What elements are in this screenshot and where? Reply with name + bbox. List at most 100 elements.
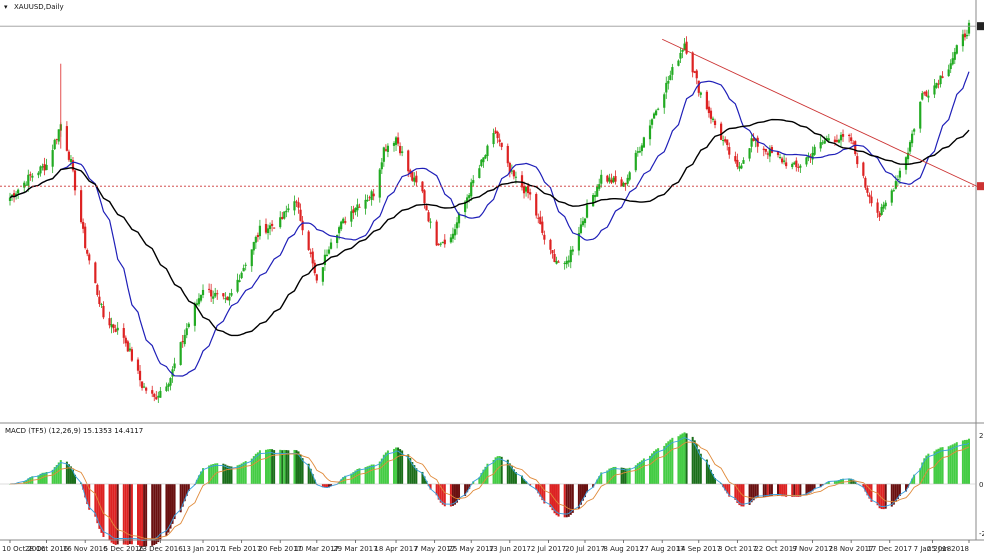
- candle-body: [620, 179, 623, 187]
- macd-histogram-bar: [529, 484, 532, 486]
- macd-histogram-bar: [330, 484, 333, 487]
- macd-histogram-bar: [793, 484, 796, 497]
- candle-body: [919, 101, 922, 129]
- macd-histogram-bar: [894, 484, 897, 502]
- macd-histogram-bar: [707, 464, 710, 484]
- macd-line: [9, 437, 970, 541]
- macd-histogram-bar: [890, 484, 893, 507]
- candle-body: [439, 243, 442, 245]
- candle-body: [520, 175, 524, 188]
- macd-histogram-bar: [399, 449, 402, 484]
- candle-body: [691, 52, 694, 73]
- candle-body: [222, 293, 225, 297]
- candle-body: [256, 235, 259, 238]
- macd-histogram-bar: [510, 466, 513, 484]
- candle-body: [764, 148, 767, 152]
- macd-histogram-bar: [933, 451, 936, 484]
- candle-body: [577, 233, 580, 251]
- x-axis-tick-label: 3 Oct 2017: [718, 545, 757, 553]
- macd-histogram-bar: [813, 484, 816, 490]
- macd-histogram-bar: [896, 484, 899, 500]
- candle-body: [498, 139, 501, 142]
- macd-histogram-bar: [949, 445, 952, 484]
- macd-histogram-bar: [681, 433, 684, 484]
- macd-histogram-bar: [709, 469, 712, 484]
- candle-body: [894, 181, 897, 189]
- candle-body: [352, 209, 355, 213]
- macd-histogram-bar: [671, 437, 674, 484]
- macd-histogram-bar: [521, 475, 524, 484]
- macd-histogram-bar: [919, 468, 922, 484]
- macd-histogram-bar: [224, 464, 227, 484]
- macd-histogram-bar: [683, 432, 686, 484]
- macd-histogram-bar: [557, 484, 560, 517]
- candle-body: [856, 156, 859, 165]
- macd-histogram-bar: [953, 443, 956, 484]
- candle-body: [453, 229, 457, 236]
- macd-histogram-bar: [677, 436, 680, 484]
- candle-body: [634, 152, 637, 171]
- candle-body: [110, 324, 113, 328]
- candle-body: [728, 147, 731, 155]
- macd-histogram-bar: [299, 454, 302, 484]
- candle-body: [425, 205, 428, 211]
- candle-body: [142, 386, 146, 388]
- macd-histogram-bar: [401, 450, 404, 484]
- macd-histogram-bar: [754, 484, 757, 499]
- macd-histogram-bar: [535, 484, 538, 490]
- candle-body: [338, 227, 341, 234]
- candle-body: [466, 197, 469, 203]
- candle-body: [41, 166, 44, 168]
- candle-body: [884, 202, 887, 207]
- x-axis-tick-label: 17 Dec 2017: [867, 545, 912, 553]
- candle-body: [238, 280, 241, 282]
- macd-histogram-bar: [569, 484, 572, 515]
- macd-histogram-bar: [665, 443, 668, 484]
- macd-histogram-bar: [307, 463, 310, 484]
- macd-histogram-bar: [482, 469, 485, 484]
- candle-body: [965, 34, 969, 37]
- macd-histogram-bar: [86, 484, 89, 505]
- macd-histogram-bar: [155, 484, 158, 544]
- candle-body: [396, 137, 400, 144]
- macd-histogram-bar: [139, 484, 142, 546]
- candle-body: [216, 293, 219, 295]
- candle-body: [329, 242, 333, 249]
- macd-histogram-bar: [130, 484, 133, 545]
- macd-histogram-bar: [612, 466, 615, 484]
- candle-body: [392, 142, 396, 146]
- candle-body: [795, 160, 798, 168]
- macd-histogram-bar: [55, 465, 58, 484]
- candle-body: [370, 191, 373, 200]
- macd-histogram-bar: [640, 460, 643, 484]
- candle-body: [482, 157, 485, 163]
- candle-body: [140, 381, 144, 388]
- macd-histogram-bar: [862, 484, 865, 488]
- candle-body: [854, 141, 857, 155]
- candle-body: [356, 204, 359, 211]
- candle-body: [677, 60, 680, 66]
- macd-histogram-bar: [171, 484, 174, 524]
- candle-body: [327, 249, 331, 254]
- macd-histogram-bar: [726, 484, 729, 494]
- macd-histogram-bar: [441, 484, 444, 505]
- collapse-arrow-icon[interactable]: ▾: [4, 3, 8, 11]
- candle-body: [336, 234, 339, 244]
- candle-body: [468, 195, 471, 198]
- macd-histogram-bar: [577, 484, 580, 510]
- candle-body: [67, 151, 71, 160]
- macd-histogram-bar: [624, 468, 627, 484]
- candle-body: [833, 139, 837, 143]
- candle-body: [478, 168, 481, 179]
- candle-body: [563, 262, 566, 264]
- candle-body: [340, 221, 343, 230]
- macd-histogram-bar: [752, 484, 755, 501]
- candle-body: [8, 197, 12, 201]
- macd-histogram-bar: [541, 484, 544, 501]
- macd-signal-line: [9, 441, 970, 540]
- candle-body: [297, 202, 300, 208]
- candle-body: [939, 75, 942, 85]
- candle-body: [14, 193, 18, 196]
- x-axis-tick-label: 23 Dec 2016: [138, 545, 183, 553]
- candle-body: [199, 294, 203, 301]
